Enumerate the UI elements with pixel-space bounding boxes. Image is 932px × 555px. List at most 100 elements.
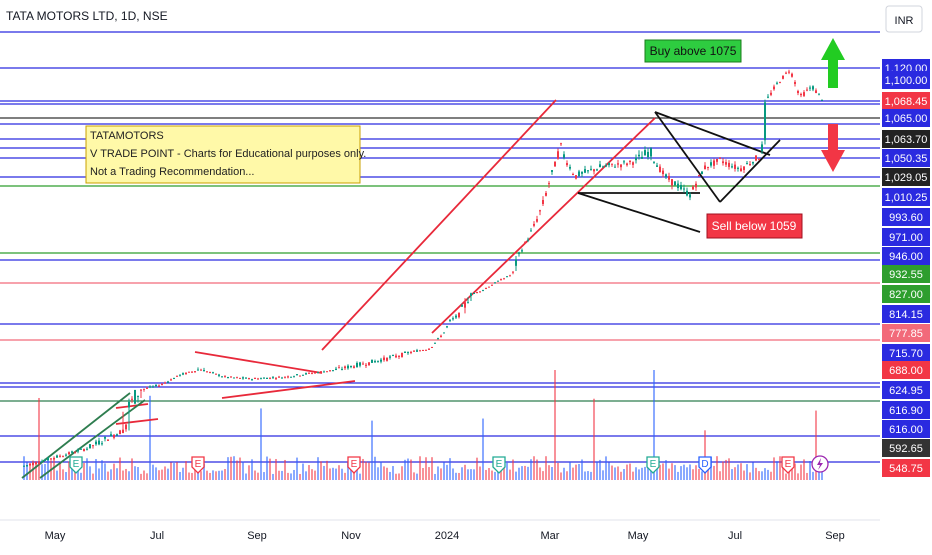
candle-body bbox=[797, 90, 799, 94]
event-marker-icon[interactable]: E bbox=[781, 456, 795, 474]
candle-body bbox=[653, 161, 655, 163]
volume-bar bbox=[401, 466, 403, 480]
volume-bar bbox=[59, 462, 61, 480]
candle-body bbox=[731, 166, 733, 168]
candle-body bbox=[164, 382, 166, 384]
volume-bar bbox=[650, 468, 652, 480]
lightning-icon[interactable] bbox=[811, 455, 829, 473]
volume-bar bbox=[137, 467, 139, 480]
volume-bar bbox=[788, 471, 790, 480]
event-marker-icon[interactable]: E bbox=[646, 456, 660, 474]
volume-bar bbox=[539, 467, 541, 480]
price-axis-tag: 1,029.05 bbox=[882, 168, 930, 186]
volume-bar bbox=[767, 469, 769, 480]
candle-body bbox=[38, 462, 40, 464]
candle-body bbox=[83, 449, 85, 451]
volume-bar bbox=[449, 458, 451, 480]
candle-body bbox=[179, 374, 181, 376]
price-tag-box bbox=[882, 92, 930, 110]
candle-body bbox=[53, 458, 55, 460]
event-marker-icon[interactable]: E bbox=[347, 456, 361, 474]
volume-bar bbox=[278, 470, 280, 480]
currency-button[interactable]: INR bbox=[885, 5, 923, 33]
candle-body bbox=[26, 465, 28, 467]
event-marker-icon[interactable]: E bbox=[191, 456, 205, 474]
buy-callout[interactable]: Buy above 1075 bbox=[644, 39, 742, 63]
event-marker-icon[interactable]: E bbox=[492, 456, 506, 474]
candle-body bbox=[629, 160, 631, 163]
candle-body bbox=[710, 162, 712, 166]
volume-bar bbox=[752, 462, 754, 480]
price-tag-label: 688.00 bbox=[889, 365, 923, 377]
candle-body bbox=[392, 355, 394, 357]
candle-body bbox=[635, 157, 637, 161]
candle-body bbox=[245, 377, 247, 379]
volume-bar bbox=[584, 471, 586, 480]
candle-body bbox=[575, 175, 577, 179]
candle-body bbox=[119, 430, 121, 435]
candle-body bbox=[563, 154, 565, 158]
volume-bar bbox=[413, 472, 415, 480]
annotation-line-3: Not a Trading Recommendation... bbox=[90, 166, 254, 178]
volume-bar bbox=[806, 472, 808, 480]
event-marker-shape bbox=[69, 456, 83, 474]
event-marker-icon[interactable]: D bbox=[698, 456, 712, 474]
volume-bar bbox=[95, 459, 97, 480]
candle-body bbox=[803, 92, 805, 96]
candle-body bbox=[197, 369, 199, 371]
candle-body bbox=[170, 379, 172, 381]
annotation-box[interactable]: TATAMOTORS V TRADE POINT - Charts for Ed… bbox=[85, 125, 366, 184]
candle-body bbox=[176, 375, 178, 377]
candle-body bbox=[374, 361, 376, 363]
volume-bar bbox=[422, 468, 424, 480]
volume-bar bbox=[164, 466, 166, 480]
price-axis-tag: 688.00 bbox=[882, 361, 930, 379]
volume-bar bbox=[644, 466, 646, 480]
sell-callout[interactable]: Sell below 1059 bbox=[706, 213, 803, 239]
candle-body bbox=[401, 352, 403, 357]
volume-bar bbox=[515, 471, 517, 480]
lightning-icon-bolt bbox=[817, 458, 823, 470]
candle-body bbox=[326, 371, 328, 373]
candle-body bbox=[131, 398, 133, 400]
volume-bar bbox=[518, 467, 520, 480]
volume-bar bbox=[149, 395, 151, 480]
volume-bar bbox=[47, 457, 49, 480]
volume-bar bbox=[245, 473, 247, 480]
event-marker-icon[interactable]: E bbox=[69, 456, 83, 474]
volume-bar bbox=[737, 464, 739, 480]
volume-bar bbox=[356, 469, 358, 480]
volume-bar bbox=[812, 471, 814, 480]
candle-body bbox=[524, 242, 526, 244]
candle-body bbox=[233, 377, 235, 379]
candle-body bbox=[665, 174, 667, 177]
volume-bar bbox=[311, 469, 313, 480]
volume-bar bbox=[101, 460, 103, 480]
candle-body bbox=[41, 461, 43, 463]
candle-body bbox=[419, 350, 421, 352]
volume-bar bbox=[614, 467, 616, 480]
candle-body bbox=[203, 370, 205, 372]
volume-bar bbox=[377, 467, 379, 480]
candle-body bbox=[278, 376, 280, 378]
volume-bar bbox=[362, 458, 364, 480]
volume-bar bbox=[611, 465, 613, 480]
volume-bar bbox=[272, 473, 274, 480]
volume-bar bbox=[134, 466, 136, 480]
candle-body bbox=[212, 372, 214, 374]
candle-body bbox=[470, 293, 472, 296]
candle-body bbox=[383, 357, 385, 361]
candle-body bbox=[584, 169, 586, 173]
volume-bar bbox=[38, 397, 40, 480]
volume-bar bbox=[404, 459, 406, 480]
volume-bar bbox=[746, 464, 748, 480]
volume-bar bbox=[347, 461, 349, 480]
volume-bar bbox=[608, 462, 610, 480]
volume-bar bbox=[590, 471, 592, 480]
volume-bar bbox=[215, 471, 217, 480]
volume-bar bbox=[779, 456, 781, 480]
event-marker-label: E bbox=[496, 459, 503, 470]
